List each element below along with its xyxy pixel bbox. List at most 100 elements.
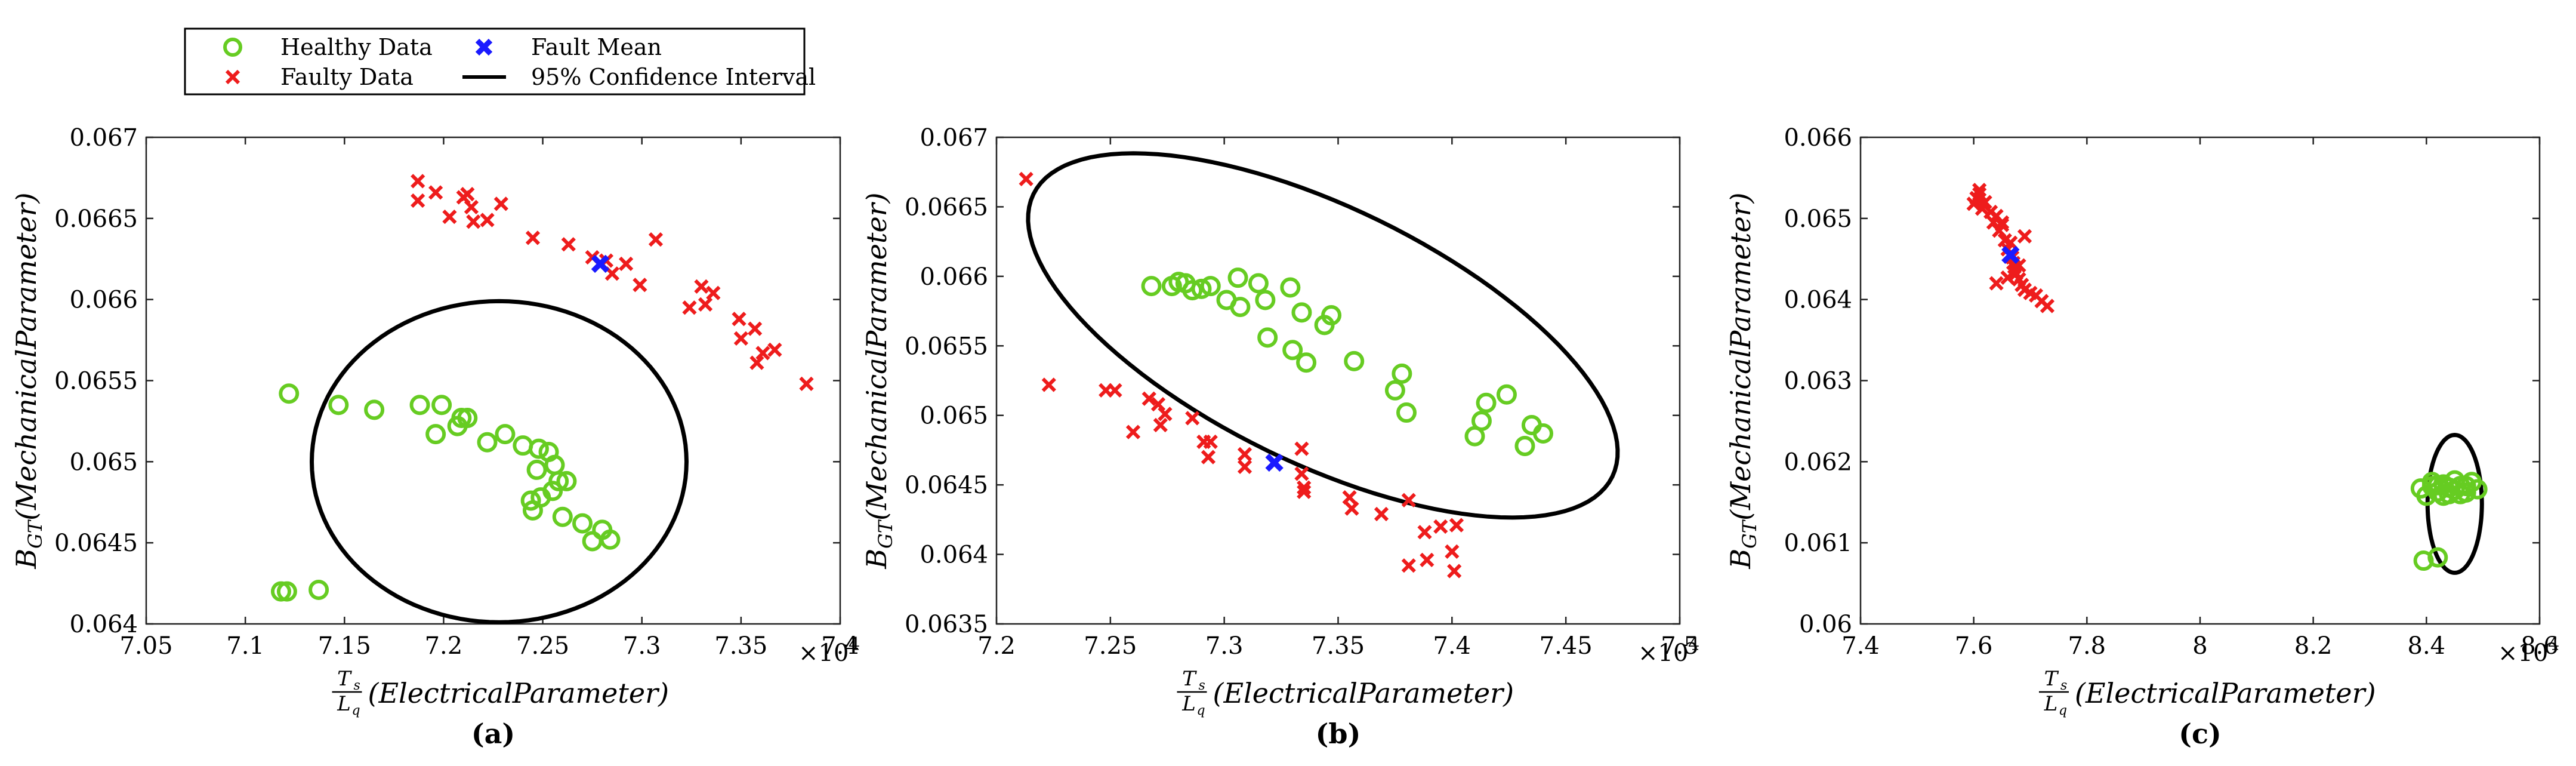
faulty-point-stroke	[411, 193, 425, 208]
faulty-point	[1294, 466, 1309, 481]
y-tick-label: 0.064	[1784, 287, 1852, 314]
confidence-ellipse	[1026, 151, 1620, 520]
faulty-point	[2000, 270, 2015, 285]
faulty-point-stroke	[1019, 171, 1034, 186]
faulty-point	[619, 256, 634, 272]
faulty-point-stroke	[747, 321, 763, 336]
x-axis-title: (ElectricalParameter)	[368, 677, 670, 709]
x-title-fraction-bottom-sub: q	[1197, 703, 1205, 718]
faulty-point-stroke	[2017, 229, 2032, 244]
faulty-point-stroke	[1447, 564, 1462, 579]
axes-box	[145, 136, 841, 625]
faulty-point	[1237, 459, 1252, 474]
faulty-point-stroke	[733, 331, 748, 346]
faulty-point	[480, 213, 495, 227]
faulty-point	[2040, 299, 2055, 313]
legend-healthy-marker	[223, 38, 242, 57]
healthy-point	[1200, 276, 1221, 297]
faulty-point	[2017, 229, 2032, 244]
x-tick-label: 8.2	[2294, 632, 2333, 660]
faulty-point-stroke	[1294, 466, 1309, 481]
legend-box	[184, 27, 806, 96]
faulty-point	[2003, 235, 2018, 250]
faulty-point-stroke	[1374, 506, 1389, 522]
faulty-point-stroke	[1294, 441, 1309, 456]
x-exponent-label: ×10	[798, 639, 849, 667]
faulty-point-stroke	[1201, 450, 1216, 464]
faulty-point	[428, 185, 443, 200]
faulty-point	[1972, 183, 1987, 198]
x-tick-label: 7.4	[1433, 632, 1471, 660]
legend-mean-label: Fault Mean	[531, 34, 662, 60]
x-tick-label: 7.5	[1661, 632, 1699, 660]
x-exponent-power: -4	[1682, 634, 1699, 655]
y-tick-label: 0.061	[1784, 530, 1852, 557]
y-tick-label: 0.066	[920, 263, 988, 291]
legend-faulty-marker	[225, 69, 240, 85]
y-tick-label: 0.063	[1784, 368, 1852, 395]
x-tick-label: 7.8	[2068, 632, 2106, 660]
y-tick-label: 0.065	[920, 402, 988, 430]
faulty-point	[694, 279, 709, 294]
faulty-point-stroke	[1401, 558, 1416, 573]
faulty-point-stroke	[1342, 490, 1357, 505]
y-axis-title-text: (MechanicalParameter)	[1724, 192, 1757, 521]
healthy-point	[2427, 475, 2448, 496]
faulty-point	[1107, 383, 1122, 398]
x-tick-label: 7.15	[318, 632, 371, 660]
healthy-point	[457, 407, 478, 428]
faulty-point-stroke	[706, 285, 721, 300]
faulty-point	[1153, 417, 1168, 433]
legend-ellipse-label: 95% Confidence Interval	[531, 64, 816, 90]
healthy-point	[1344, 350, 1365, 371]
x-exponent-label: ×10	[1638, 639, 1688, 667]
faulty-point	[1401, 493, 1416, 507]
faulty-point-stroke	[464, 199, 479, 214]
legend-faulty-label: Faulty Data	[280, 64, 414, 90]
faulty-point-stroke	[428, 185, 443, 200]
healthy-point	[308, 579, 329, 600]
confidence-ellipse	[2425, 432, 2484, 575]
healthy-point	[600, 529, 621, 550]
y-tick-label: 0.0655	[54, 368, 138, 395]
faulty-point-stroke	[648, 232, 664, 247]
faulty-point	[525, 230, 541, 245]
y-tick-label: 0.0665	[905, 193, 988, 221]
x-title-fraction-bottom-sub: q	[2059, 703, 2067, 718]
x-tick-label: 7.05	[119, 632, 172, 660]
faulty-point-stroke	[1989, 208, 2004, 223]
x-tick-label: 8.6	[2521, 632, 2559, 660]
x-tick-label: 7.1	[226, 632, 264, 660]
x-tick-label: 7.35	[1312, 632, 1365, 660]
faulty-point-stroke	[749, 355, 764, 370]
faulty-point	[1374, 506, 1389, 522]
faulty-point	[799, 376, 814, 392]
faulty-point	[1433, 519, 1448, 534]
faulty-point	[733, 331, 748, 346]
panel-c: 7.4 7.6 7.8 8 8.2 8.4 8.6 0.06 0.061 0.062 0.063 0.…	[1724, 124, 2559, 750]
y-axis-title: BGT(MechanicalParameter)	[1724, 192, 1761, 569]
x-title-fraction-top-sub: s	[1199, 678, 1205, 693]
y-tick-label: 0.0655	[905, 333, 988, 360]
faulty-point	[460, 186, 475, 202]
x-title-fraction-top: T	[1182, 667, 1197, 691]
faulty-point-stroke	[585, 250, 600, 265]
faulty-point	[1150, 396, 1166, 412]
faulty-point-stroke	[682, 300, 697, 315]
y-axis-title-symbol: B	[860, 549, 893, 570]
healthy-point	[1321, 305, 1342, 326]
faulty-point	[1445, 544, 1460, 559]
x-exponent-power: -4	[843, 634, 860, 655]
x-tick-label: 8.4	[2408, 632, 2446, 660]
x-title-fraction-top: T	[2044, 667, 2059, 691]
y-tick-label: 0.0645	[54, 530, 138, 557]
faulty-point	[1125, 424, 1141, 439]
confidence-ellipse	[309, 299, 689, 625]
faulty-point	[442, 209, 457, 224]
healthy-point	[1230, 297, 1251, 318]
panel-label: (c)	[2179, 718, 2222, 750]
y-axis-title-text: (MechanicalParameter)	[10, 192, 42, 521]
faulty-point-stroke	[2040, 299, 2055, 313]
x-tick-label: 7.4	[1841, 632, 1880, 660]
y-axis-title-symbol: B	[10, 549, 42, 570]
